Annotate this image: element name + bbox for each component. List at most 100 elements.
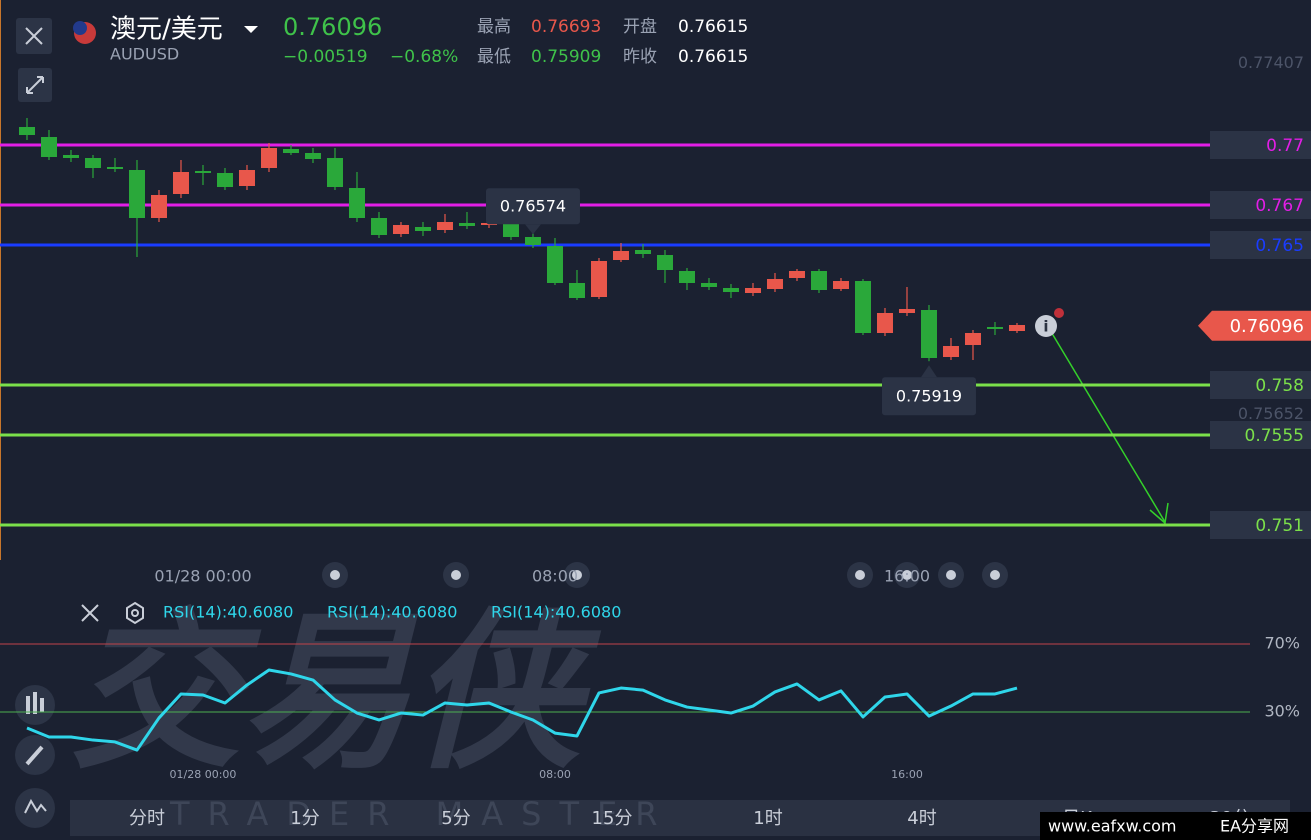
level-label-bg	[1210, 511, 1311, 539]
last-price-label: 0.76096	[1230, 316, 1304, 337]
candle-body	[832, 281, 849, 289]
candle-body	[612, 251, 629, 260]
candle-body	[986, 327, 1003, 329]
price: 0.76096	[283, 13, 382, 41]
candle-body	[568, 283, 585, 298]
timeframe-tab[interactable]: 分时	[129, 808, 165, 829]
candle-body	[436, 222, 453, 230]
stat-value: 0.76615	[678, 17, 748, 37]
candle-body	[348, 188, 365, 218]
side-tools	[15, 685, 55, 828]
candle-body	[700, 283, 717, 287]
candle-body	[898, 309, 915, 313]
candle-body	[282, 149, 299, 153]
candle-body	[810, 271, 827, 290]
timeframe-tab[interactable]: 5分	[441, 808, 470, 829]
candle-body	[106, 167, 123, 169]
last-price-tag	[1198, 310, 1311, 341]
timeframe-tab[interactable]: 1分	[290, 808, 319, 829]
candle-body	[238, 170, 255, 186]
timeframe-tab[interactable]: 4时	[907, 808, 936, 829]
x-tick-label: 01/28 00:00	[170, 768, 237, 781]
stat-label: 开盘	[623, 17, 657, 37]
level-label: 0.767	[1255, 196, 1304, 216]
candle-body	[590, 261, 607, 297]
watermark-brand: TRADER MASTER	[169, 795, 675, 833]
candle-body	[1008, 325, 1025, 331]
change-pct: −0.68%	[390, 47, 458, 67]
candle-body	[656, 255, 673, 270]
candle-body	[678, 271, 695, 283]
candle-body	[964, 333, 981, 345]
level-label-bg	[1210, 371, 1311, 399]
callout-label: 0.76574	[500, 197, 566, 216]
level-label: 0.751	[1255, 516, 1304, 536]
level-label: 0.77	[1266, 136, 1304, 156]
candle-body	[84, 158, 101, 168]
info-icon[interactable]	[1035, 315, 1057, 337]
candle-body	[546, 246, 563, 283]
dropdown[interactable]	[244, 26, 258, 33]
candle-body	[788, 271, 805, 278]
stat-label: 最低	[477, 47, 511, 67]
callout-pointer	[524, 224, 541, 235]
header: 澳元/美元 AUDUSD 0.76096 −0.00519 −0.68% 最高 …	[16, 13, 748, 102]
collapse-icon	[26, 76, 44, 94]
level-label: 0.7555	[1245, 426, 1304, 446]
symbol-name[interactable]: 澳元/美元	[110, 15, 223, 45]
close-icon	[25, 27, 43, 45]
rsi-close[interactable]	[81, 604, 99, 622]
rsi-line	[26, 668, 1018, 752]
rsi-settings[interactable]	[126, 601, 144, 625]
x-tick-label: 16:00	[891, 768, 923, 781]
candle-body	[744, 288, 761, 293]
legend-label: RSI(14):40.6080	[163, 603, 293, 622]
legend-label: RSI(14):40.6080	[327, 603, 457, 622]
y-tick-label: 0.75652	[1238, 404, 1304, 423]
change: −0.00519	[283, 47, 368, 67]
footer-bg	[1040, 812, 1311, 840]
x-tick-label: 16:00	[884, 567, 930, 586]
candle-body	[854, 281, 871, 333]
candle-body	[304, 153, 321, 159]
y-tick-label: 70%	[1264, 634, 1300, 653]
candle-body	[392, 225, 409, 234]
x-tick-label: 08:00	[532, 567, 578, 586]
candle-body	[194, 171, 211, 173]
candle-body	[326, 158, 343, 187]
candle-body	[172, 172, 189, 194]
level-label: 0.758	[1255, 376, 1304, 396]
callout-box	[485, 188, 580, 225]
scroll-dots	[322, 562, 1008, 588]
stat-label: 昨收	[623, 47, 657, 67]
candle-body	[634, 250, 651, 254]
candle-body	[722, 288, 739, 292]
info-glyph: i	[1043, 318, 1048, 336]
level-label: 0.765	[1255, 236, 1304, 256]
info-dot	[1054, 308, 1064, 318]
candle-body	[40, 137, 57, 157]
stat-value: 0.76615	[678, 47, 748, 67]
level-label-bg	[1210, 421, 1311, 449]
candle-body	[766, 279, 783, 289]
candle-body	[216, 173, 233, 187]
timeframe-tab[interactable]: 15分	[592, 808, 633, 829]
stat-label: 最高	[477, 17, 511, 37]
y-tick-label: 0.77407	[1238, 53, 1304, 72]
candle-body	[62, 155, 79, 158]
candle-body	[458, 223, 475, 226]
level-label-bg	[1210, 191, 1311, 219]
candle-body	[502, 222, 519, 237]
candle-body	[150, 195, 167, 218]
stat-value: 0.75909	[531, 47, 601, 67]
footer-name: EA分享网	[1220, 817, 1289, 836]
rsi-settings-dot	[131, 609, 139, 617]
y-tick-label: 30%	[1264, 702, 1300, 721]
candle-body	[18, 127, 35, 135]
level-label-bg	[1210, 131, 1311, 159]
timeframe-tab[interactable]: 1时	[753, 808, 782, 829]
candle-body	[260, 148, 277, 168]
candle-body	[942, 346, 959, 357]
